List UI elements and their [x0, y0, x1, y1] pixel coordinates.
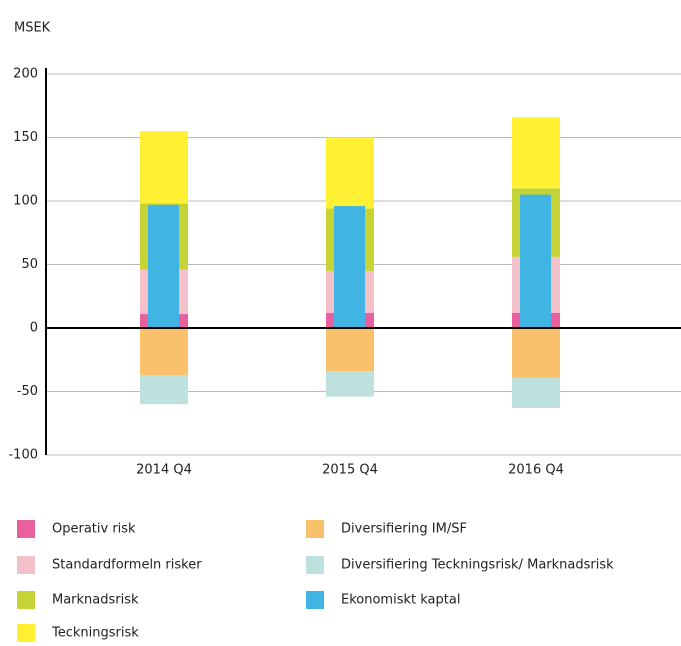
bar-segment — [326, 137, 374, 209]
legend-swatch — [17, 591, 35, 609]
legend-label: Diversifiering Teckningsrisk/ Marknadsri… — [341, 558, 614, 573]
legend-label: Operativ risk — [52, 522, 136, 537]
legend-label: Standardformeln risker — [52, 558, 202, 573]
legend-swatch — [17, 556, 35, 574]
overlay-bar — [334, 206, 365, 328]
bar-segment — [326, 328, 374, 372]
y-tick-label: -100 — [8, 448, 38, 463]
bar-segment — [140, 131, 188, 204]
y-tick-label: 100 — [13, 194, 38, 209]
legend-swatch — [17, 624, 35, 642]
y-axis-label: MSEK — [14, 21, 51, 36]
legend-swatch — [17, 520, 35, 538]
y-tick-label: 0 — [30, 321, 38, 336]
legend-swatch — [306, 556, 324, 574]
bar-segment — [512, 328, 560, 378]
y-tick-label: 150 — [13, 130, 38, 145]
legend-label: Teckningsrisk — [51, 626, 139, 641]
overlay-bar — [520, 194, 551, 328]
bar-segment — [512, 377, 560, 409]
legend-swatch — [306, 520, 324, 538]
x-tick-label: 2014 Q4 — [136, 463, 192, 478]
bar-segment — [512, 117, 560, 189]
overlay-bar — [148, 204, 179, 328]
y-tick-label: 200 — [13, 67, 38, 82]
legend-label: Ekonomiskt kaptal — [341, 593, 460, 608]
x-tick-label: 2015 Q4 — [322, 463, 378, 478]
y-tick-label: 50 — [21, 257, 38, 272]
bar-segment — [326, 371, 374, 397]
x-tick-label: 2016 Q4 — [508, 463, 564, 478]
legend-swatch — [306, 591, 324, 609]
bar-segment — [140, 374, 188, 405]
legend-label: Marknadsrisk — [52, 593, 139, 608]
y-tick-label: -50 — [17, 384, 38, 399]
bar-segment — [140, 328, 188, 375]
legend-label: Diversifiering IM/SF — [341, 522, 467, 537]
